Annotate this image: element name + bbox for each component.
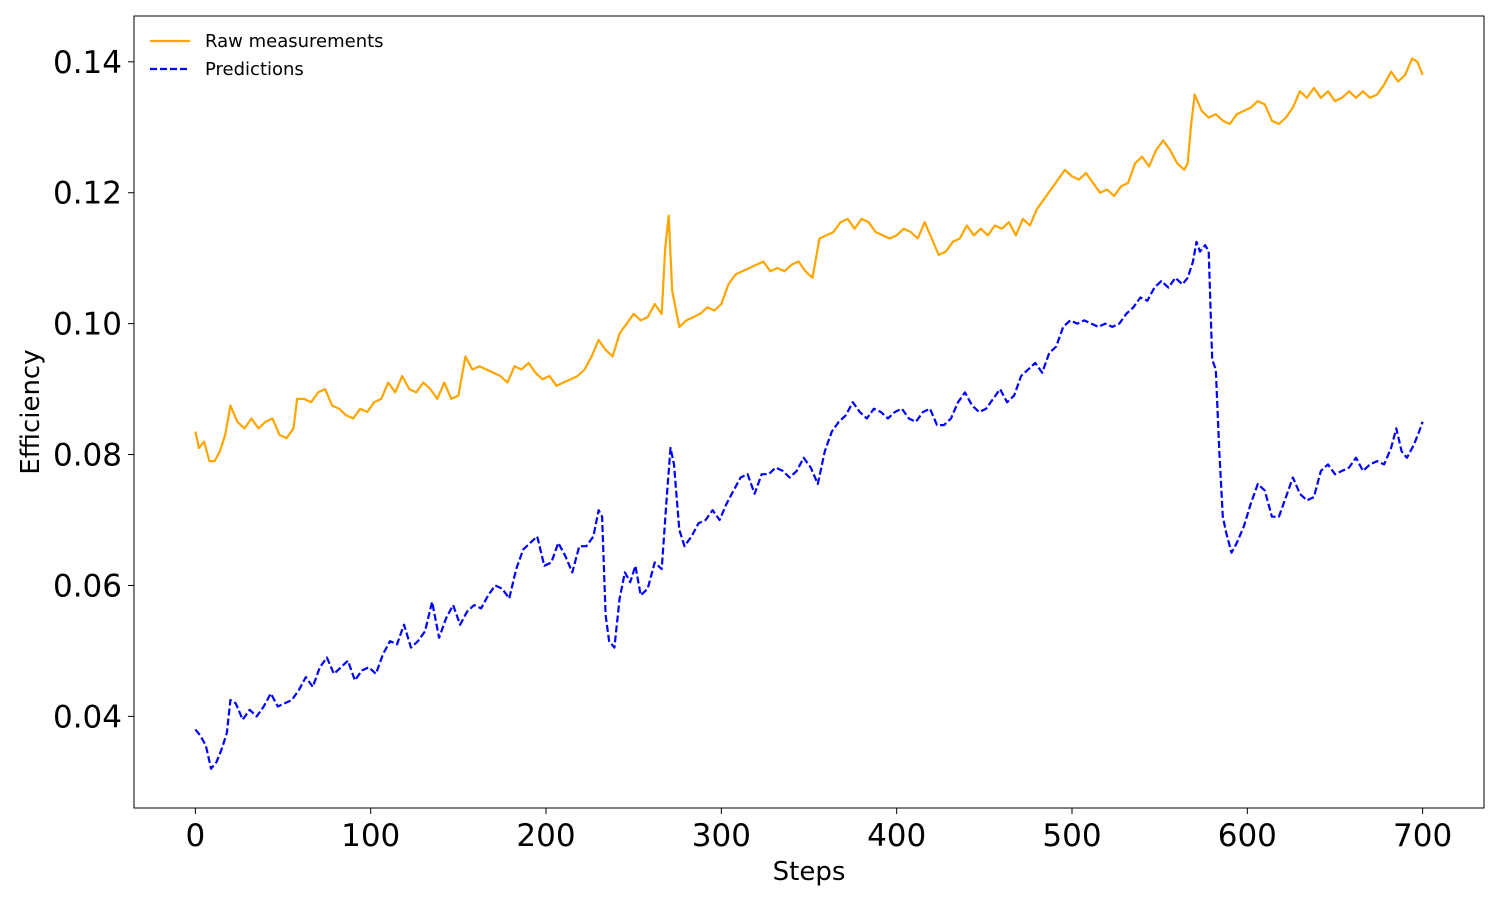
y-tick-label: 0.10 (53, 307, 122, 343)
y-tick-label: 0.14 (53, 45, 122, 81)
series-layer (194, 57, 1424, 770)
series-line-1 (194, 57, 1424, 463)
y-axis-label: Efficiency (16, 349, 46, 474)
y-axis: 0.04 0.06 0.08 0.10 0.12 0.14 (53, 45, 134, 735)
legend-label-2: Predictions (205, 59, 304, 80)
y-tick-label: 0.04 (53, 699, 122, 735)
x-axis-label: Steps (773, 857, 846, 887)
plot-frame (133, 15, 1485, 809)
series-line-2 (194, 240, 1424, 770)
y-tick-label: 0.12 (53, 176, 122, 212)
x-tick-label: 400 (867, 818, 926, 854)
x-tick-label: 0 (185, 818, 205, 854)
x-tick-label: 100 (341, 818, 400, 854)
legend-label-1: Raw measurements (205, 31, 384, 52)
x-tick-label: 700 (1393, 818, 1452, 854)
y-tick-label: 0.08 (53, 438, 122, 474)
x-tick-label: 600 (1218, 818, 1277, 854)
y-tick-label: 0.06 (53, 568, 122, 604)
x-axis: 0 100 200 300 400 500 600 700 (185, 808, 1452, 854)
x-tick-label: 300 (692, 818, 751, 854)
legend: Raw measurements Predictions (150, 31, 384, 80)
x-tick-label: 500 (1042, 818, 1101, 854)
x-tick-label: 200 (516, 818, 575, 854)
